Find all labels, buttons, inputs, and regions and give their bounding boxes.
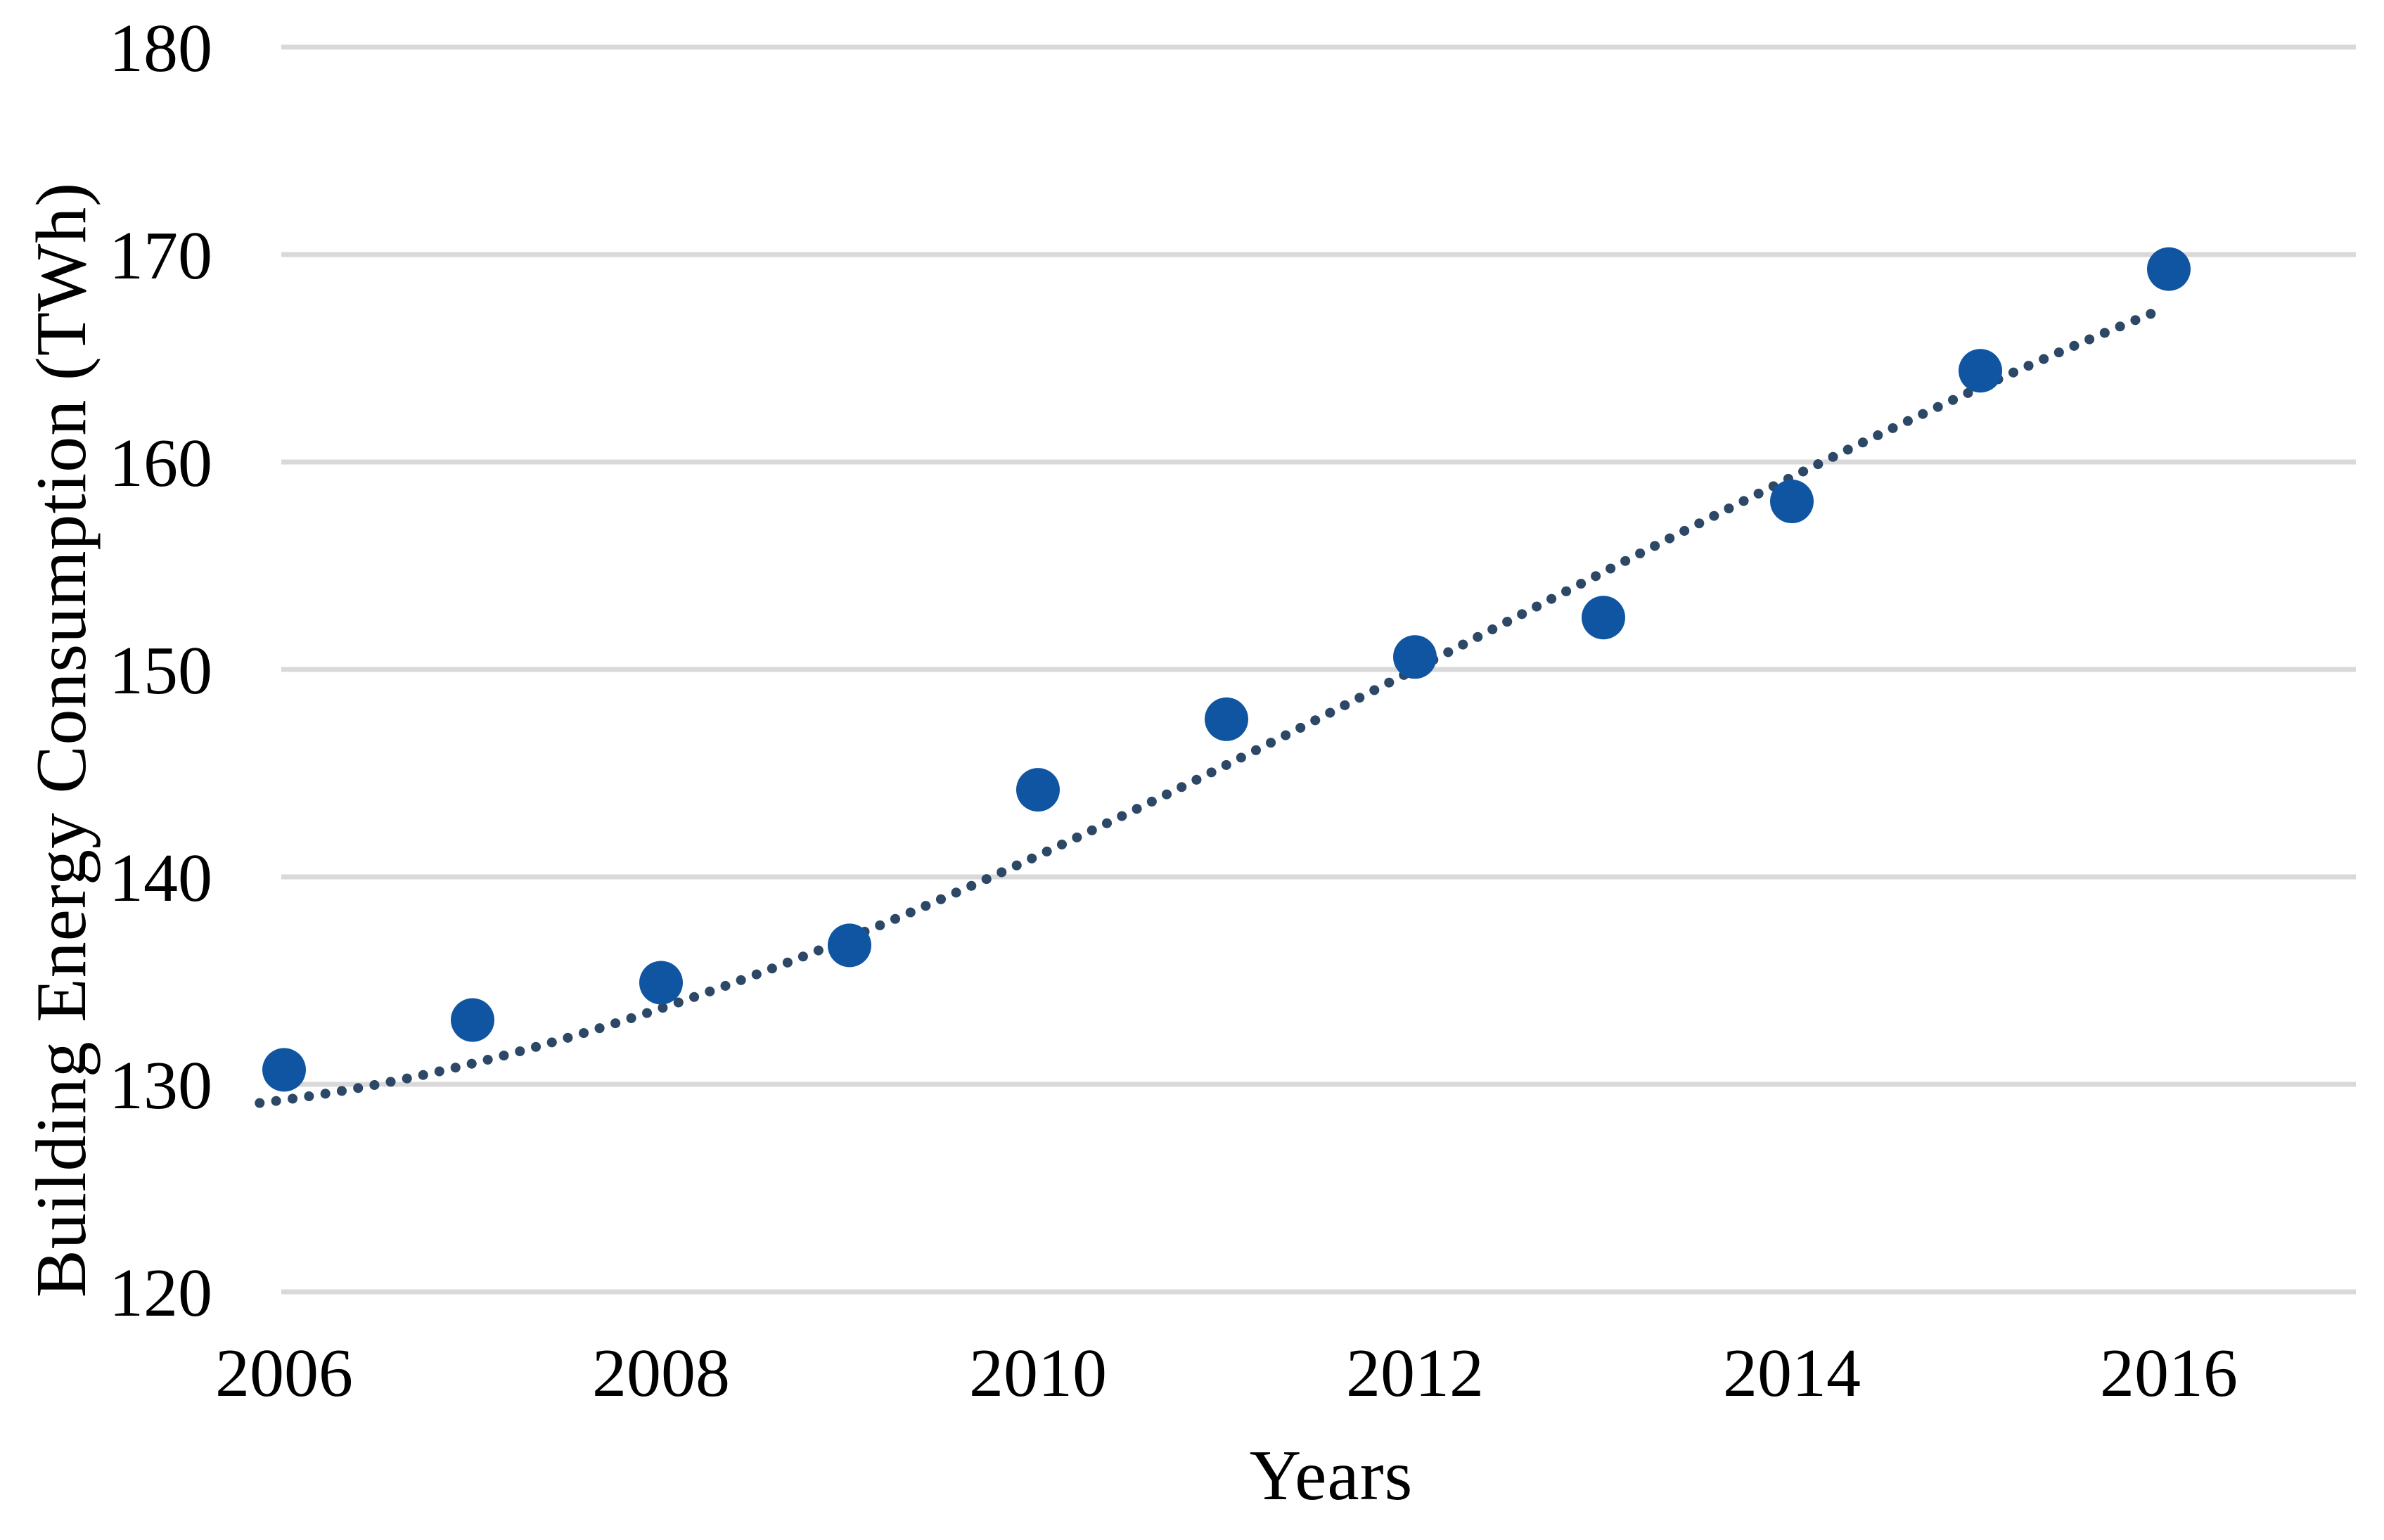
- x-tick-label-2016: 2016: [2100, 1335, 2238, 1411]
- x-tick-label-2006: 2006: [215, 1335, 353, 1411]
- x-tick-label-2014: 2014: [1723, 1335, 1861, 1411]
- data-point-2013: [1582, 596, 1625, 640]
- x-axis-title: Years: [1249, 1436, 1414, 1515]
- y-tick-label-120: 120: [109, 1255, 212, 1331]
- x-tick-label-2012: 2012: [1346, 1335, 1484, 1411]
- data-point-2006: [262, 1048, 306, 1092]
- trendline-dotted: [255, 307, 2159, 1108]
- data-point-2016: [2147, 247, 2191, 291]
- data-point-2012: [1393, 635, 1437, 679]
- data-point-2007: [451, 998, 494, 1042]
- x-tick-label-2010: 2010: [969, 1335, 1107, 1411]
- y-tick-label-130: 130: [109, 1048, 212, 1124]
- x-tick-label-2008: 2008: [592, 1335, 730, 1411]
- y-tick-label-140: 140: [109, 840, 212, 916]
- data-point-2014: [1770, 480, 1814, 524]
- y-tick-label-180: 180: [109, 11, 212, 86]
- data-point-2009: [828, 923, 871, 968]
- y-axis-title: Building Energy Consumption (TWh): [22, 181, 101, 1298]
- data-point-2010: [1016, 768, 1060, 812]
- y-tick-label-170: 170: [109, 218, 212, 294]
- data-point-2008: [639, 961, 683, 1005]
- y-tick-label-150: 150: [109, 633, 212, 709]
- data-point-2015: [1959, 349, 2002, 393]
- y-tick-label-160: 160: [109, 425, 212, 501]
- data-point-2011: [1205, 697, 1248, 741]
